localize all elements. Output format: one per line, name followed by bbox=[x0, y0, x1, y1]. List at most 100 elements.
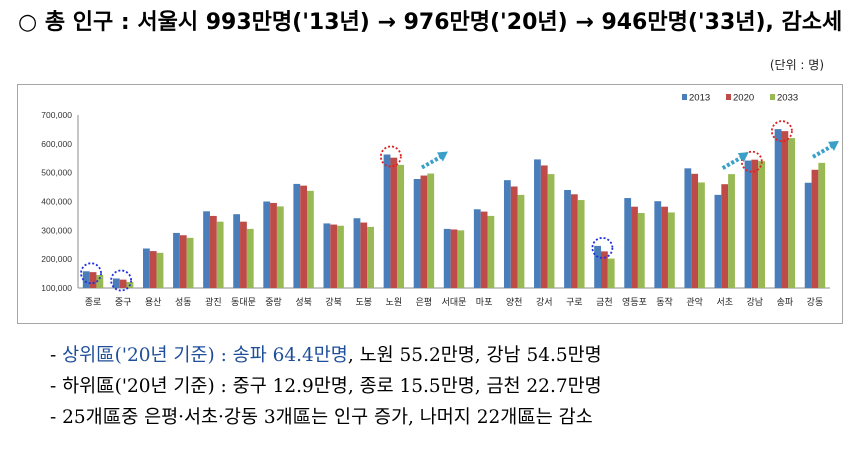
bar-2020 bbox=[510, 186, 518, 288]
bar-2033 bbox=[818, 162, 826, 288]
bar-2033 bbox=[216, 221, 224, 288]
bar-2033 bbox=[758, 161, 765, 288]
y-tick-label: 300,000 bbox=[41, 225, 72, 235]
annotation-circle bbox=[591, 237, 614, 259]
x-tick-label: 금천 bbox=[596, 297, 613, 308]
bar-2013 bbox=[594, 245, 601, 288]
bar-2033 bbox=[698, 182, 705, 288]
trend-arrow-head bbox=[436, 151, 448, 162]
x-tick-label: 노원 bbox=[386, 297, 403, 308]
bar-2013 bbox=[624, 198, 632, 288]
bar-2033 bbox=[577, 200, 585, 288]
population-bar-chart: 100,000 200,000 300,000 400,000 500,000 600,0… bbox=[41, 93, 839, 308]
bar-2033 bbox=[246, 228, 254, 288]
bar-2013 bbox=[413, 179, 421, 288]
bar-2020 bbox=[270, 202, 277, 288]
bar-2033 bbox=[427, 173, 435, 288]
x-tick-label: 용산 bbox=[145, 297, 162, 308]
trend-arrow bbox=[420, 153, 444, 170]
legend-entry-2020: 2020 bbox=[733, 93, 754, 104]
bar-2013 bbox=[143, 248, 150, 288]
x-tick-label: 은평 bbox=[416, 297, 433, 308]
bar-2020 bbox=[330, 224, 338, 288]
bar-2013 bbox=[293, 183, 301, 288]
bar-2013 bbox=[112, 278, 120, 288]
bar-2020 bbox=[300, 185, 307, 288]
bar-2013 bbox=[203, 211, 210, 288]
x-tick-label: 강남 bbox=[747, 297, 764, 308]
bar-2020 bbox=[631, 206, 638, 288]
bar-2020 bbox=[240, 221, 247, 288]
bar-2020 bbox=[721, 184, 729, 288]
bar-2020 bbox=[89, 272, 97, 288]
bar-2013 bbox=[503, 180, 511, 288]
bar-2033 bbox=[607, 258, 615, 288]
bullet-list: - 상위區('20년 기준) : 송파 64.4만명, 노원 55.2만명, 강… bbox=[50, 340, 602, 433]
bar-2020 bbox=[811, 169, 819, 288]
bar-2013 bbox=[263, 201, 271, 288]
bar-2033 bbox=[788, 138, 796, 288]
bar-2020 bbox=[360, 222, 368, 288]
bar-2033 bbox=[337, 225, 344, 288]
bar-2020 bbox=[390, 157, 398, 288]
bar-2013 bbox=[564, 189, 571, 288]
bar-2013 bbox=[443, 228, 451, 288]
trend-arrow bbox=[811, 143, 835, 159]
x-tick-label: 송파 bbox=[777, 297, 794, 308]
x-tick-label: 구로 bbox=[566, 297, 583, 308]
bar-2013 bbox=[383, 154, 391, 288]
bar-2020 bbox=[691, 173, 699, 288]
bullet-trend: - 25개區중 은평·서초·강동 3개區는 인구 증가, 나머지 22개區는 감… bbox=[50, 407, 593, 428]
bar-2020 bbox=[450, 229, 458, 288]
unit-label: (단위 : 명) bbox=[769, 58, 824, 72]
x-tick-label: 광진 bbox=[205, 296, 222, 308]
bar-2033 bbox=[276, 206, 284, 288]
trend-arrow-head bbox=[827, 140, 839, 151]
bar-2033 bbox=[517, 194, 525, 288]
bar-2013 bbox=[173, 232, 180, 288]
x-tick-label: 성북 bbox=[295, 297, 312, 308]
annotation-circle bbox=[379, 145, 402, 168]
bar-2013 bbox=[82, 271, 90, 288]
bar-2020 bbox=[179, 235, 187, 288]
bullet-dash: - bbox=[50, 345, 63, 366]
bullet-rest: , 노원 55.2만명, 강남 54.5만명 bbox=[347, 345, 602, 366]
bar-2013 bbox=[654, 201, 662, 288]
bar-2033 bbox=[397, 164, 405, 288]
bar-2013 bbox=[323, 223, 331, 288]
y-tick-label: 200,000 bbox=[41, 254, 72, 264]
bullet-highlight: 상위區('20년 기준) : 송파 64.4만명 bbox=[62, 345, 348, 366]
x-tick-label: 중구 bbox=[115, 297, 132, 308]
legend-swatch-2013 bbox=[682, 94, 687, 100]
trend-arrow-head bbox=[737, 152, 749, 163]
bar-2013 bbox=[353, 218, 361, 288]
x-tick-label: 관악 bbox=[686, 296, 703, 308]
chart-panel: 100,000 200,000 300,000 400,000 500,000 600,0… bbox=[17, 84, 843, 324]
trend-arrow bbox=[721, 154, 745, 170]
x-tick-label: 성동 bbox=[175, 297, 192, 308]
bar-2033 bbox=[637, 213, 645, 288]
bar-2013 bbox=[473, 209, 481, 288]
x-tick-label: 강북 bbox=[325, 297, 342, 308]
y-tick-label: 400,000 bbox=[41, 197, 72, 207]
bar-2013 bbox=[714, 194, 722, 288]
x-tick-label: 서초 bbox=[716, 297, 733, 308]
bar-2020 bbox=[540, 165, 548, 288]
y-tick-label: 700,000 bbox=[41, 110, 72, 120]
bar-2033 bbox=[667, 212, 675, 288]
bar-2013 bbox=[804, 182, 812, 288]
bar-2020 bbox=[480, 211, 488, 288]
bar-2013 bbox=[684, 168, 692, 288]
x-tick-label: 강동 bbox=[807, 297, 824, 308]
bar-2033 bbox=[186, 237, 194, 288]
y-tick-label: 100,000 bbox=[41, 283, 72, 293]
x-tick-label: 강서 bbox=[536, 297, 553, 308]
y-tick-label: 500,000 bbox=[41, 168, 72, 178]
x-tick-label: 도봉 bbox=[355, 297, 372, 308]
legend-swatch-2020 bbox=[726, 94, 731, 100]
bar-2020 bbox=[570, 194, 578, 288]
bar-2033 bbox=[728, 174, 735, 288]
bar-2020 bbox=[209, 215, 217, 288]
x-tick-label: 서대문 bbox=[442, 297, 467, 308]
bullet-bottom-districts: - 하위區('20년 기준) : 중구 12.9만명, 종로 15.5만명, 금… bbox=[50, 376, 602, 397]
